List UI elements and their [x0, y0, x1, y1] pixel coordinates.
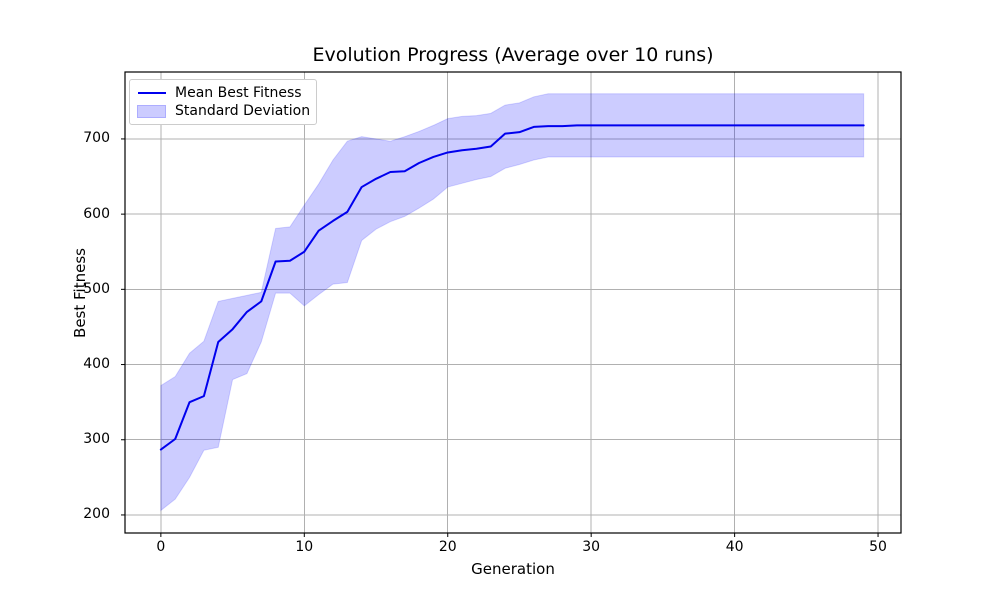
std-deviation-band — [160, 93, 865, 512]
legend-label: Standard Deviation — [175, 102, 311, 119]
legend-item-std: Standard Deviation — [137, 102, 311, 120]
mean-fitness-line — [159, 124, 865, 451]
legend-item-mean: Mean Best Fitness — [137, 84, 309, 102]
y-axis-tick-label: 200 — [83, 506, 110, 523]
x-axis-tick-label: 0 — [156, 539, 166, 555]
x-axis-tick-label: 20 — [438, 539, 457, 555]
y-axis-tick-label: 700 — [83, 130, 110, 147]
y-axis-tick-label: 600 — [83, 205, 110, 222]
x-axis-tick-label: 10 — [295, 539, 314, 555]
legend: Mean Best Fitness Standard Deviation — [129, 79, 317, 125]
y-axis-tick-label: 500 — [83, 280, 110, 297]
x-axis-tick-label: 30 — [582, 539, 601, 555]
legend-label: Mean Best Fitness — [175, 84, 302, 101]
y-axis-tick-label: 300 — [83, 431, 110, 448]
axes-spines — [124, 71, 902, 534]
x-axis-tick-label: 50 — [869, 539, 887, 555]
x-axis-label: Generation — [471, 560, 555, 578]
legend-line-swatch — [137, 92, 166, 94]
x-axis-tick-label: 40 — [725, 539, 744, 555]
y-axis-tick-label: 400 — [83, 356, 110, 373]
chart-title: Evolution Progress (Average over 10 runs… — [312, 44, 714, 66]
legend-patch-swatch — [137, 104, 166, 118]
